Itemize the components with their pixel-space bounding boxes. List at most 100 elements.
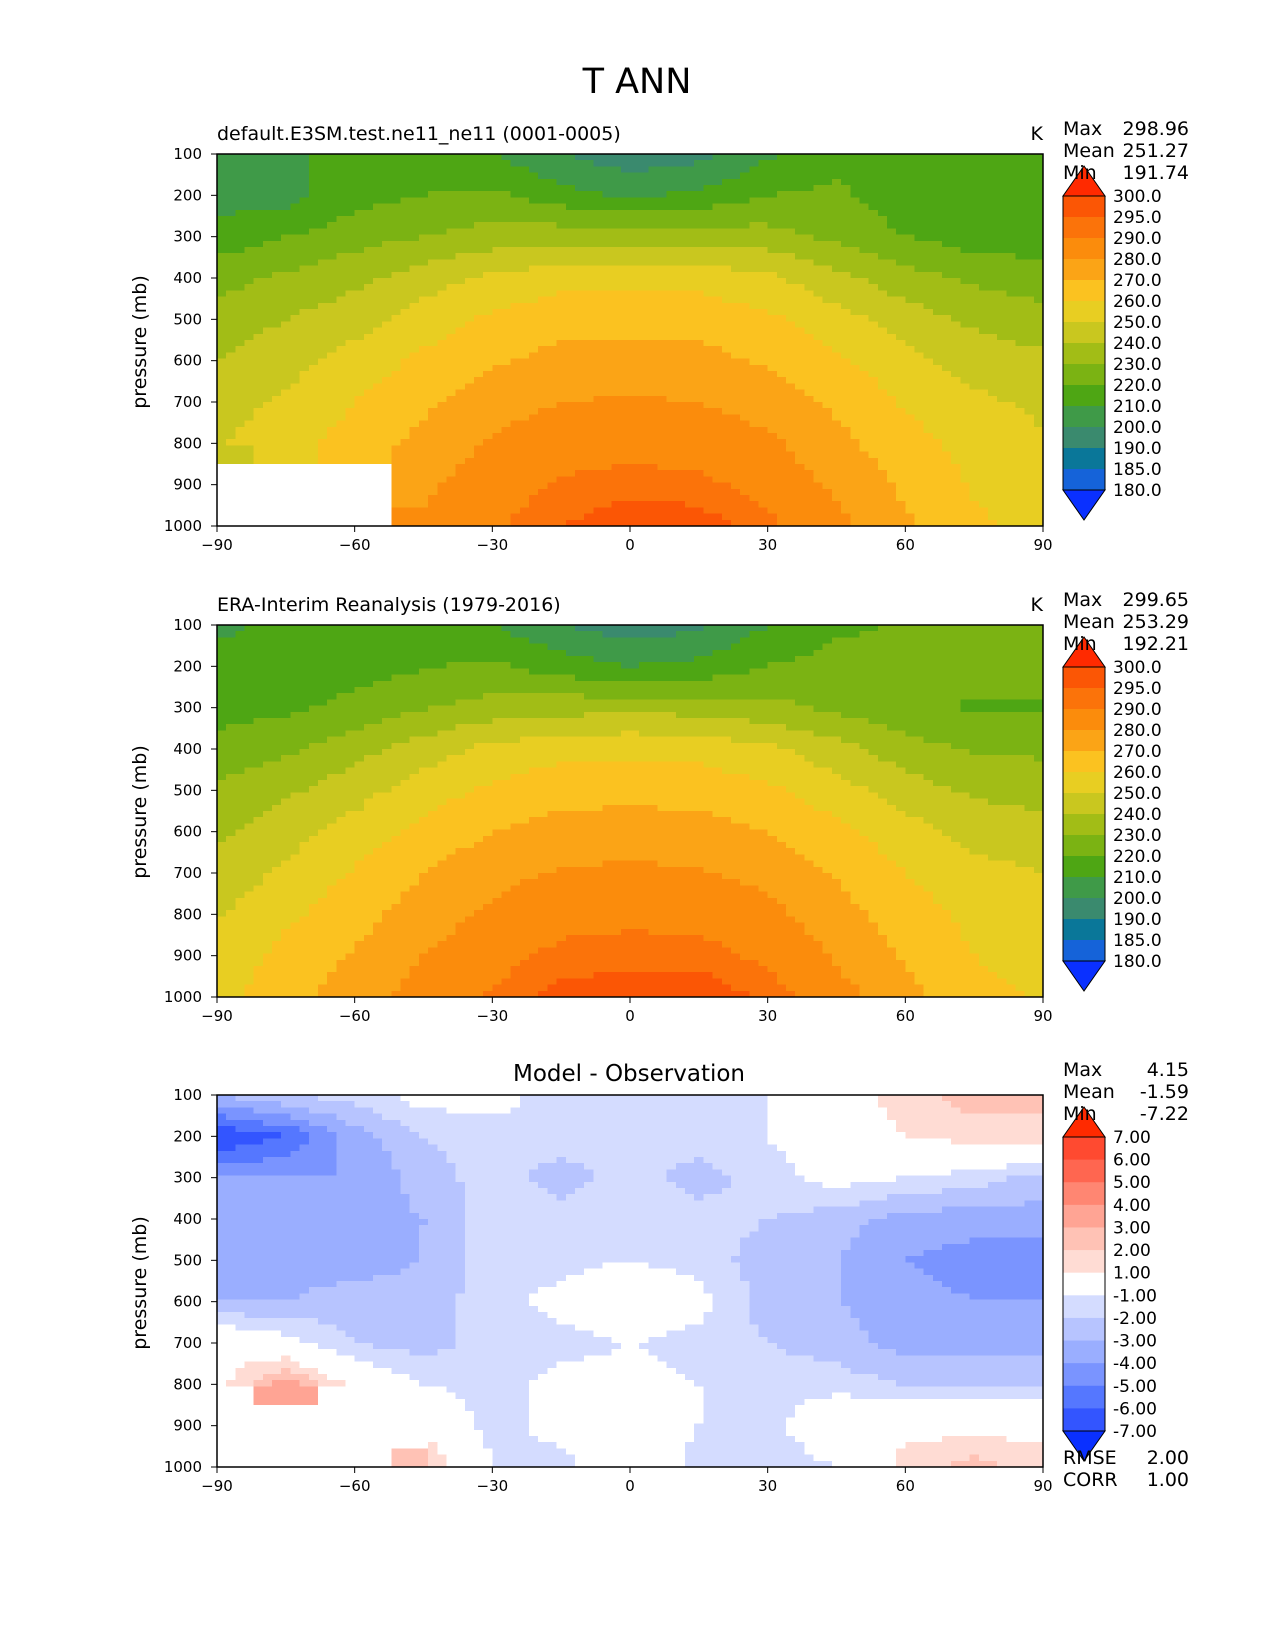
contour-cell: [602, 309, 613, 316]
contour-cell: [721, 408, 732, 415]
contour-cell: [299, 340, 310, 347]
contour-cell: [363, 395, 374, 403]
contour-cell: [758, 420, 769, 428]
contour-cell: [997, 172, 1007, 180]
contour-cell: [813, 333, 824, 341]
contour-cell: [703, 216, 714, 223]
contour-cell: [510, 197, 521, 205]
contour-cell: [758, 340, 769, 347]
contour-cell: [547, 321, 558, 329]
contour-cell: [437, 358, 448, 366]
contour-cell: [354, 389, 365, 397]
contour-cell: [262, 358, 273, 366]
contour-cell: [859, 247, 870, 254]
contour-cell: [602, 154, 613, 161]
contour-cell: [464, 395, 475, 403]
contour-cell: [418, 290, 429, 298]
contour-cell: [538, 240, 548, 248]
contour-cell: [877, 426, 888, 434]
contour-cell: [565, 371, 576, 378]
contour-cell: [217, 389, 227, 397]
contour-cell: [1006, 240, 1017, 248]
contour-cell: [666, 340, 677, 347]
contour-cell: [740, 439, 750, 446]
contour-cell: [611, 216, 622, 223]
contour-cell: [290, 160, 301, 167]
contour-cell: [317, 445, 328, 453]
contour-cell: [831, 352, 842, 360]
contour-cell: [299, 476, 310, 484]
contour-cell: [473, 247, 484, 254]
contour-cell: [886, 321, 897, 329]
contour-cell: [308, 315, 319, 322]
contour-cell: [373, 191, 383, 198]
contour-cell: [290, 333, 301, 341]
contour-cell: [997, 464, 1007, 471]
contour-cell: [776, 389, 787, 397]
contour-cell: [1024, 389, 1035, 397]
contour-cell: [1024, 333, 1035, 341]
contour-cell: [730, 253, 741, 260]
contour-cell: [272, 265, 282, 273]
contour-cell: [758, 383, 769, 391]
contour-cell: [758, 222, 769, 229]
contour-cell: [960, 178, 971, 186]
contour-cell: [795, 352, 805, 360]
contour-cell: [630, 426, 640, 434]
contour-cell: [942, 333, 952, 341]
contour-cell: [354, 395, 365, 403]
contour-cell: [841, 247, 851, 254]
contour-cell: [510, 185, 521, 192]
contour-cell: [446, 234, 457, 242]
contour-cell: [740, 271, 750, 279]
contour-cell: [556, 253, 567, 260]
contour-cell: [758, 259, 769, 267]
contour-cell: [868, 488, 879, 496]
contour-cell: [877, 315, 888, 322]
contour-cell: [308, 420, 319, 428]
contour-cell: [703, 346, 714, 353]
contour-cell: [694, 482, 705, 490]
contour-cell: [886, 259, 897, 267]
contour-cell: [1024, 228, 1035, 236]
contour-cell: [391, 321, 402, 329]
contour-cell: [859, 203, 870, 211]
contour-cell: [648, 352, 659, 360]
contour-cell: [602, 464, 613, 471]
contour-cell: [437, 209, 448, 217]
contour-cell: [574, 408, 585, 415]
contour-cell: [776, 284, 787, 291]
contour-cell: [418, 482, 429, 490]
contour-cell: [519, 296, 530, 304]
contour-cell: [730, 395, 741, 403]
contour-cell: [1033, 482, 1044, 490]
contour-cell: [400, 154, 411, 161]
contour-cell: [336, 346, 347, 353]
contour-cell: [244, 358, 255, 366]
contour-cell: [942, 395, 952, 403]
contour-cell: [813, 321, 824, 329]
contour-cell: [712, 377, 723, 384]
contour-cell: [758, 191, 769, 198]
contour-cell: [1033, 216, 1044, 223]
contour-cell: [740, 383, 750, 391]
contour-cell: [923, 321, 934, 329]
contour-cell: [712, 426, 723, 434]
contour-cell: [905, 284, 916, 291]
contour-cell: [373, 216, 383, 223]
contour-cell: [932, 154, 943, 161]
contour-cell: [565, 166, 576, 174]
contour-cell: [1024, 154, 1035, 161]
contour-cell: [345, 284, 356, 291]
contour-cell: [437, 172, 448, 180]
contour-cell: [1015, 408, 1026, 415]
contour-cell: [290, 346, 301, 353]
contour-cell: [446, 389, 457, 397]
contour-cell: [841, 327, 851, 335]
contour-cell: [336, 203, 347, 211]
contour-cell: [630, 389, 640, 397]
contour-cell: [446, 383, 457, 391]
contour-cell: [749, 346, 760, 353]
contour-cell: [694, 296, 705, 304]
contour-cell: [354, 445, 365, 453]
